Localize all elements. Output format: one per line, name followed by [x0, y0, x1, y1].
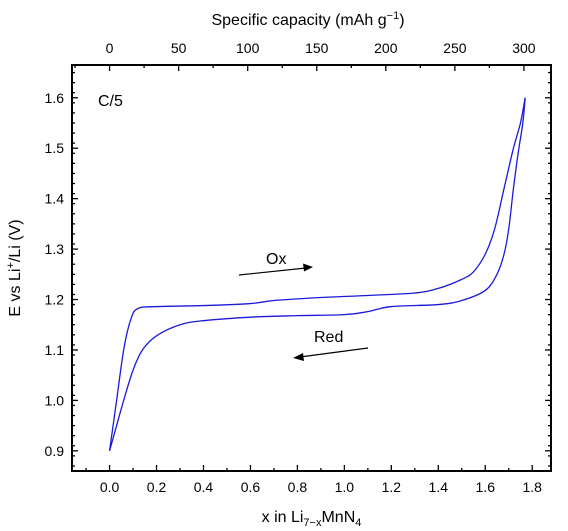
y-tick-label: 1.4 [45, 191, 65, 207]
x2-tick-label: 300 [512, 40, 536, 56]
tick-labels: 0.0 0.2 0.4 0.6 0.8 1.0 1.2 1.4 1.6 1.8 0 50 100 150 2… [45, 40, 543, 495]
ox-arrow [238, 263, 313, 276]
x2-tick-label: 0 [106, 40, 114, 56]
y-tick-label: 1.0 [45, 392, 65, 408]
x2-axis-title: Specific capacity (mAh g−1) [211, 10, 404, 29]
tick-marks [72, 65, 551, 471]
y-axis-title: E vs Li+/Li (V) [5, 219, 24, 316]
x-tick-label: 0.0 [100, 479, 120, 495]
reduction-curve [108, 97, 526, 452]
y-tick-label: 1.1 [45, 342, 65, 358]
x2-tick-label: 150 [305, 40, 329, 56]
x-tick-label: 0.2 [147, 479, 167, 495]
annotation-red: Red [314, 329, 343, 346]
x-tick-label: 1.0 [335, 479, 355, 495]
x2-tick-label: 100 [236, 40, 260, 56]
curves [108, 97, 526, 452]
annotation-ox: Ox [266, 251, 286, 268]
oxidation-curve [108, 97, 526, 451]
y-tick-label: 1.3 [45, 241, 65, 257]
annotation-rate: C/5 [98, 93, 123, 110]
x-tick-label: 1.2 [382, 479, 402, 495]
y-tick-label: 0.9 [45, 443, 65, 459]
x2-tick-label: 50 [171, 40, 187, 56]
x2-tick-label: 250 [443, 40, 467, 56]
x-tick-label: 1.8 [522, 479, 542, 495]
y-tick-label: 1.5 [45, 140, 65, 156]
y-tick-label: 1.2 [45, 292, 65, 308]
red-arrow [293, 347, 369, 361]
plot-frame [71, 64, 552, 472]
x-tick-label: 1.6 [476, 479, 496, 495]
x-axis-title: x in Li7−xMnN4 [262, 509, 362, 529]
x2-tick-label: 200 [374, 40, 398, 56]
x-tick-label: 0.6 [241, 479, 261, 495]
x-tick-label: 1.4 [429, 479, 449, 495]
x-tick-label: 0.4 [194, 479, 214, 495]
y-tick-label: 1.6 [45, 90, 65, 106]
x-tick-label: 0.8 [288, 479, 308, 495]
